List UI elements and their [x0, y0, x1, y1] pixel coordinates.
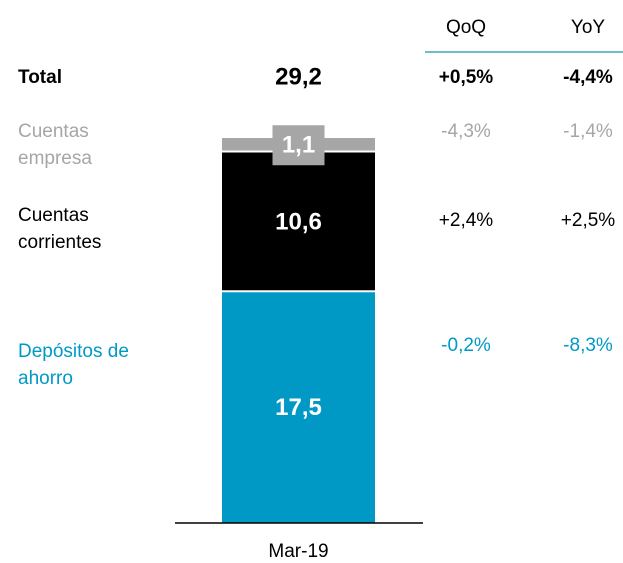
legend-label: Cuentas empresa [18, 121, 92, 169]
total-change: -4,4% [563, 67, 613, 88]
change: +2,4% [438, 210, 494, 231]
value-label: 17,5 [275, 394, 322, 421]
value-label: 10,6 [275, 209, 322, 236]
bar-segment [222, 292, 375, 523]
change: -1,4% [563, 121, 613, 142]
total-label: 29,2 [275, 63, 322, 90]
change: -4,3% [441, 121, 491, 142]
change: -0,2% [441, 335, 491, 356]
value-label-box [272, 125, 325, 166]
change: -8,3% [563, 335, 613, 356]
total-change: +0,5% [438, 67, 494, 88]
column-header: YoY [570, 17, 606, 38]
x-tick-label: Mar-19 [268, 541, 328, 562]
column-header: QoQ [445, 17, 487, 38]
legend-label: Depósitos de ahorro [18, 341, 129, 389]
value-label: 1,1 [282, 132, 315, 159]
row-name: Total [18, 67, 62, 88]
bar-segment [222, 152, 375, 291]
legend-label: Cuentas corrientes [18, 205, 102, 253]
change: +2,5% [560, 210, 616, 231]
